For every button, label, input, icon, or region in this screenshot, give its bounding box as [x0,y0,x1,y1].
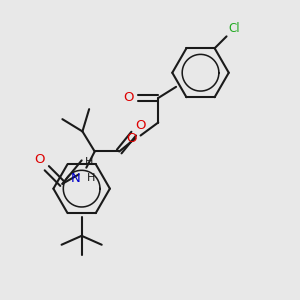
Text: H: H [85,157,93,167]
Text: N: N [71,172,81,185]
Text: O: O [34,153,44,167]
Text: O: O [135,119,146,132]
Text: Cl: Cl [228,22,240,35]
Text: O: O [123,91,134,104]
Text: O: O [126,132,137,145]
Text: H: H [87,173,95,183]
